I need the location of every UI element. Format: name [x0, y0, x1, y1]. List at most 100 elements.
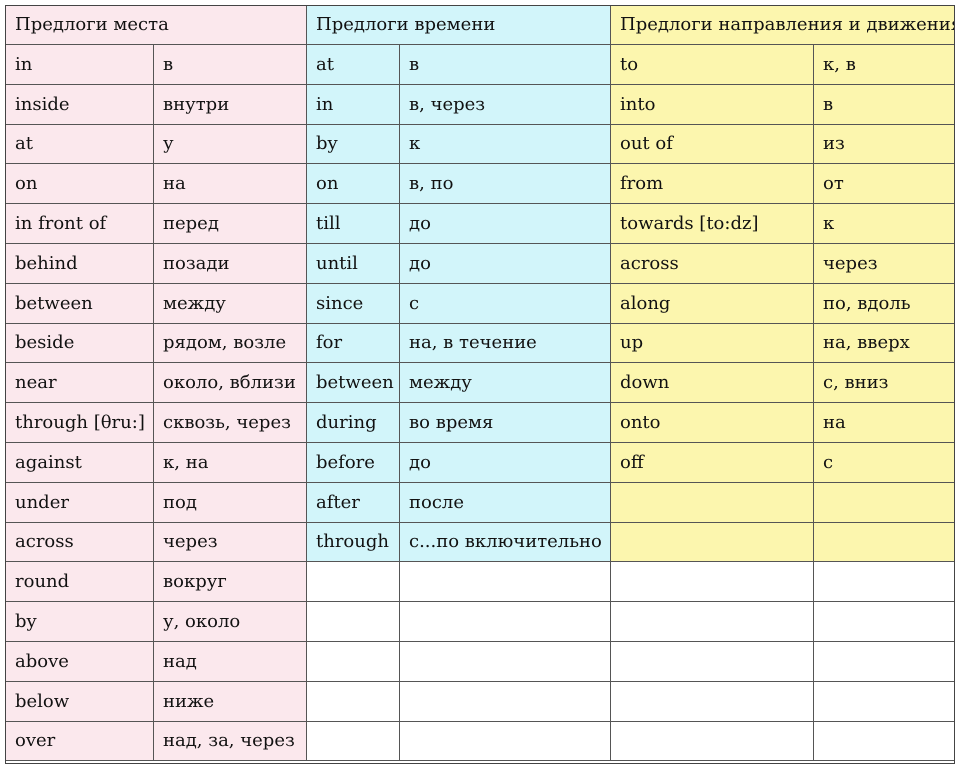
place-en-cell: inside	[6, 85, 154, 125]
place-ru-cell: сквозь, через	[154, 403, 307, 443]
empty-cell	[307, 562, 400, 602]
empty-cell	[400, 722, 611, 761]
direction-en-cell: onto	[611, 403, 814, 443]
place-ru-cell: к, на	[154, 443, 307, 483]
direction-en-cell: towards [to:dz]	[611, 204, 814, 244]
time-en-cell: for	[307, 324, 400, 363]
header-place: Предлоги места	[6, 6, 307, 45]
time-ru-cell: в, по	[400, 164, 611, 204]
place-ru-cell: между	[154, 284, 307, 324]
place-en-cell: beside	[6, 324, 154, 363]
direction-en-cell: to	[611, 45, 814, 85]
place-ru-cell: рядом, возле	[154, 324, 307, 363]
empty-cell	[307, 642, 400, 682]
time-ru-cell: до	[400, 244, 611, 284]
time-en-cell: till	[307, 204, 400, 244]
direction-en-cell: along	[611, 284, 814, 324]
place-en-cell: through [θru:]	[6, 403, 154, 443]
place-ru-cell: под	[154, 483, 307, 523]
time-ru-cell: после	[400, 483, 611, 523]
empty-cell	[307, 722, 400, 761]
place-ru-cell: позади	[154, 244, 307, 284]
place-ru-cell: в	[154, 45, 307, 85]
place-ru-cell: внутри	[154, 85, 307, 125]
time-ru-cell: с	[400, 284, 611, 324]
place-en-cell: over	[6, 722, 154, 761]
header-direction: Предлоги направления и движения	[611, 6, 954, 45]
place-en-cell: by	[6, 602, 154, 642]
place-ru-cell: через	[154, 523, 307, 562]
time-ru-cell: в, через	[400, 85, 611, 125]
place-en-cell: round	[6, 562, 154, 602]
empty-cell	[611, 483, 814, 523]
place-ru-cell: около, вблизи	[154, 363, 307, 403]
place-ru-cell: над, за, через	[154, 722, 307, 761]
place-en-cell: behind	[6, 244, 154, 284]
direction-ru-cell: на, вверх	[814, 324, 954, 363]
place-ru-cell: на	[154, 164, 307, 204]
place-en-cell: against	[6, 443, 154, 483]
time-en-cell: on	[307, 164, 400, 204]
place-ru-cell: перед	[154, 204, 307, 244]
place-en-cell: in front of	[6, 204, 154, 244]
place-en-cell: between	[6, 284, 154, 324]
time-en-cell: during	[307, 403, 400, 443]
time-en-cell: in	[307, 85, 400, 125]
time-en-cell: at	[307, 45, 400, 85]
time-en-cell: before	[307, 443, 400, 483]
empty-cell	[611, 602, 814, 642]
empty-cell	[400, 602, 611, 642]
empty-cell	[814, 602, 954, 642]
direction-ru-cell: от	[814, 164, 954, 204]
place-en-cell: across	[6, 523, 154, 562]
empty-cell	[611, 722, 814, 761]
time-en-cell: until	[307, 244, 400, 284]
prepositions-table: Предлоги места Предлоги времени Предлоги н…	[5, 5, 955, 764]
time-en-cell: after	[307, 483, 400, 523]
place-en-cell: above	[6, 642, 154, 682]
direction-ru-cell: в	[814, 85, 954, 125]
empty-cell	[814, 722, 954, 761]
place-ru-cell: вокруг	[154, 562, 307, 602]
place-en-cell: near	[6, 363, 154, 403]
place-en-cell: below	[6, 682, 154, 722]
time-en-cell: by	[307, 125, 400, 164]
direction-ru-cell: через	[814, 244, 954, 284]
time-ru-cell: до	[400, 443, 611, 483]
place-ru-cell: у, около	[154, 602, 307, 642]
empty-cell	[814, 523, 954, 562]
empty-cell	[611, 642, 814, 682]
direction-en-cell: into	[611, 85, 814, 125]
direction-ru-cell: к, в	[814, 45, 954, 85]
time-ru-cell: на, в течение	[400, 324, 611, 363]
place-ru-cell: ниже	[154, 682, 307, 722]
empty-cell	[307, 602, 400, 642]
empty-cell	[400, 562, 611, 602]
direction-ru-cell: по, вдоль	[814, 284, 954, 324]
time-ru-cell: до	[400, 204, 611, 244]
place-en-cell: at	[6, 125, 154, 164]
direction-en-cell: off	[611, 443, 814, 483]
direction-ru-cell: к	[814, 204, 954, 244]
direction-ru-cell: на	[814, 403, 954, 443]
place-en-cell: under	[6, 483, 154, 523]
empty-cell	[400, 642, 611, 682]
empty-cell	[307, 682, 400, 722]
empty-cell	[611, 682, 814, 722]
direction-ru-cell: из	[814, 125, 954, 164]
empty-cell	[814, 483, 954, 523]
direction-ru-cell: с	[814, 443, 954, 483]
empty-cell	[814, 642, 954, 682]
place-en-cell: in	[6, 45, 154, 85]
time-ru-cell: с...по включительно	[400, 523, 611, 562]
empty-cell	[814, 562, 954, 602]
time-ru-cell: к	[400, 125, 611, 164]
empty-cell	[611, 562, 814, 602]
place-ru-cell: у	[154, 125, 307, 164]
time-en-cell: since	[307, 284, 400, 324]
direction-en-cell: down	[611, 363, 814, 403]
direction-en-cell: across	[611, 244, 814, 284]
direction-en-cell: from	[611, 164, 814, 204]
direction-en-cell: up	[611, 324, 814, 363]
time-ru-cell: во время	[400, 403, 611, 443]
